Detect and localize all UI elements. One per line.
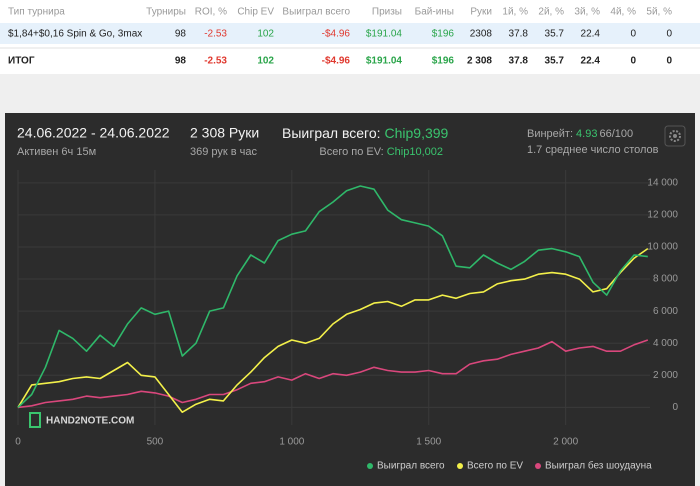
total-cell: 98 xyxy=(175,56,187,67)
y-tick-label: 6 000 xyxy=(653,306,678,317)
hands: 2 308 Руки xyxy=(190,125,259,141)
series-line xyxy=(17,339,649,409)
column-header: Выиграл всего xyxy=(282,7,350,18)
total-cell: ИТОГ xyxy=(8,56,35,67)
y-tick-label: 4 000 xyxy=(653,338,678,349)
y-tick-label: 12 000 xyxy=(647,210,678,221)
chart-panel xyxy=(5,113,695,486)
x-tick-label: 1 500 xyxy=(416,437,441,448)
total-cell: 37.8 xyxy=(509,56,529,67)
legend-label: Выиграл всего xyxy=(377,461,445,472)
legend-label: Выиграл без шоудауна xyxy=(545,460,652,472)
total-cell: 0 xyxy=(630,56,636,67)
table-cell: 22.4 xyxy=(581,29,601,40)
x-tick-label: 500 xyxy=(147,437,164,448)
column-header: Призы xyxy=(372,7,402,18)
winrate-unit: 66/100 xyxy=(599,128,633,140)
y-tick-label: 8 000 xyxy=(653,274,678,285)
table-cell: $191.04 xyxy=(366,29,403,40)
table-cell: $1,84+$0,16 Spin & Go, 3max xyxy=(8,29,142,40)
legend-marker xyxy=(367,463,373,469)
legend-item: Всего по EV xyxy=(457,461,523,472)
x-tick-label: 2 000 xyxy=(553,437,578,448)
table-cell: 0 xyxy=(666,29,672,40)
y-tick-label: 0 xyxy=(672,402,678,413)
winrate-value: 4.93 xyxy=(576,128,597,140)
ev-value: Chip10,002 xyxy=(387,146,443,158)
watermark-text: HAND2NOTE.COM xyxy=(46,416,134,427)
column-header: Тип турнира xyxy=(8,7,65,18)
won-label: Выиграл всего: xyxy=(282,125,381,141)
column-header: Руки xyxy=(470,7,492,18)
series-line xyxy=(17,185,648,408)
legend-marker xyxy=(535,463,541,469)
legend-label: Всего по EV xyxy=(467,461,523,472)
avg-tables: 1.7 среднее число столов xyxy=(527,144,659,156)
won-total: Выиграл всего: Chip9,399 xyxy=(282,125,449,141)
date-range: 24.06.2022 - 24.06.2022 xyxy=(17,125,170,141)
table-cell: -$4.96 xyxy=(322,29,351,40)
legend-item: Выиграл без шоудауна xyxy=(535,460,652,472)
legend-marker xyxy=(457,463,463,469)
plot: 0 2 000 4 000 6 000 8 000 10 000 12 000 14 000 0… xyxy=(15,170,678,448)
y-tick-label: 14 000 xyxy=(647,177,678,188)
table-cell: $196 xyxy=(432,29,455,40)
hands-per-hour: 369 рук в час xyxy=(190,146,258,158)
settings-button[interactable] xyxy=(664,125,686,147)
column-header: 1й, % xyxy=(502,7,528,18)
column-header: Турниры xyxy=(146,7,186,18)
column-header: Chip EV xyxy=(237,7,274,18)
table-cell: 0 xyxy=(630,29,636,40)
winrate: Винрейт: 4.93 66/100 xyxy=(527,128,633,140)
total-cell: $191.04 xyxy=(366,56,403,67)
column-header: ROI, % xyxy=(195,7,227,18)
won-value: Chip9,399 xyxy=(385,125,449,141)
watermark: HAND2NOTE.COM xyxy=(29,412,134,428)
total-cell: -$4.96 xyxy=(322,56,351,67)
total-cell: 22.4 xyxy=(581,56,601,67)
column-header: 4й, % xyxy=(610,7,636,18)
table-cell: 35.7 xyxy=(545,29,565,40)
y-tick-label: 10 000 xyxy=(647,242,678,253)
table: Тип турнира Турниры ROI, % Chip EV Выиграл в… xyxy=(8,7,672,67)
ev-label: Всего по EV: xyxy=(319,146,383,158)
total-cell: -2.53 xyxy=(204,56,227,67)
y-tick-label: 2 000 xyxy=(653,370,678,381)
column-header: 5й, % xyxy=(646,7,672,18)
total-cell: 2 308 xyxy=(467,56,492,67)
selected-row[interactable] xyxy=(0,23,700,44)
series-line xyxy=(17,247,649,413)
active-time: Активен 6ч 15м xyxy=(17,146,96,158)
winrate-label: Винрейт: xyxy=(527,128,573,140)
column-header: Бай-ины xyxy=(415,7,454,18)
column-header: 3й, % xyxy=(574,7,600,18)
column-header: 2й, % xyxy=(538,7,564,18)
table-cell: 98 xyxy=(175,29,187,40)
total-cell: $196 xyxy=(432,56,455,67)
total-cell: 0 xyxy=(666,56,672,67)
ev-total: Всего по EV: Chip10,002 xyxy=(319,146,443,158)
x-tick-label: 1 000 xyxy=(279,437,304,448)
table-cell: 2308 xyxy=(470,29,493,40)
legend-item: Выиграл всего xyxy=(367,461,445,472)
table-cell: 102 xyxy=(257,29,274,40)
total-cell: 102 xyxy=(257,56,274,67)
x-tick-label: 0 xyxy=(15,437,21,448)
table-cell: -2.53 xyxy=(204,29,227,40)
total-cell: 35.7 xyxy=(545,56,565,67)
table-cell: 37.8 xyxy=(509,29,529,40)
